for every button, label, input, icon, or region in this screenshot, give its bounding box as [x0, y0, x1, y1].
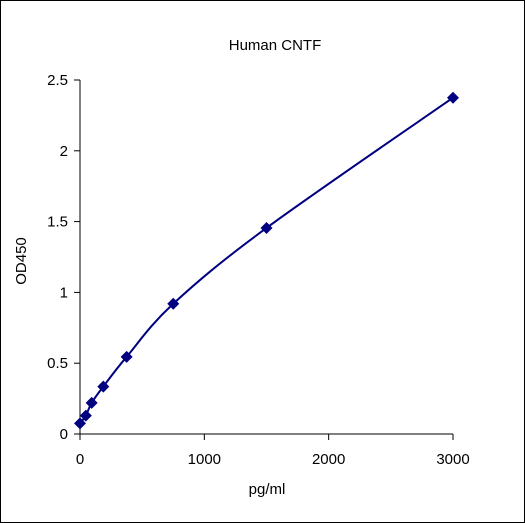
axes	[79, 80, 453, 435]
x-tick-label: 0	[76, 451, 84, 468]
y-tick-label: 2.5	[47, 72, 68, 89]
x-axis-title: pg/ml	[249, 481, 286, 498]
data-point-marker	[120, 350, 133, 363]
y-tick-label: 1.5	[47, 214, 68, 231]
series-markers	[74, 91, 459, 430]
data-point-marker	[260, 221, 273, 234]
data-point-marker	[85, 396, 98, 409]
data-point-marker	[74, 417, 86, 430]
x-tick-label: 3000	[436, 451, 469, 468]
x-tick-label: 2000	[312, 451, 345, 468]
y-tick-label: 2	[60, 143, 68, 160]
data-point-marker	[167, 297, 180, 310]
series-line	[79, 96, 454, 424]
chart-title: Human CNTF	[229, 37, 322, 54]
ticks	[74, 79, 454, 440]
x-tick-label: 1000	[188, 451, 221, 468]
tick-labels: 0 0.5 1 1.5 2 2.5 0 1000 2000 3000	[47, 72, 470, 468]
y-axis-title: OD450	[13, 237, 30, 285]
data-point-marker	[97, 380, 110, 393]
y-tick-label: 0.5	[47, 355, 68, 372]
y-tick-label: 0	[60, 426, 68, 443]
y-tick-label: 1	[60, 284, 68, 301]
data-point-marker	[79, 409, 92, 422]
data-point-marker	[447, 91, 459, 104]
